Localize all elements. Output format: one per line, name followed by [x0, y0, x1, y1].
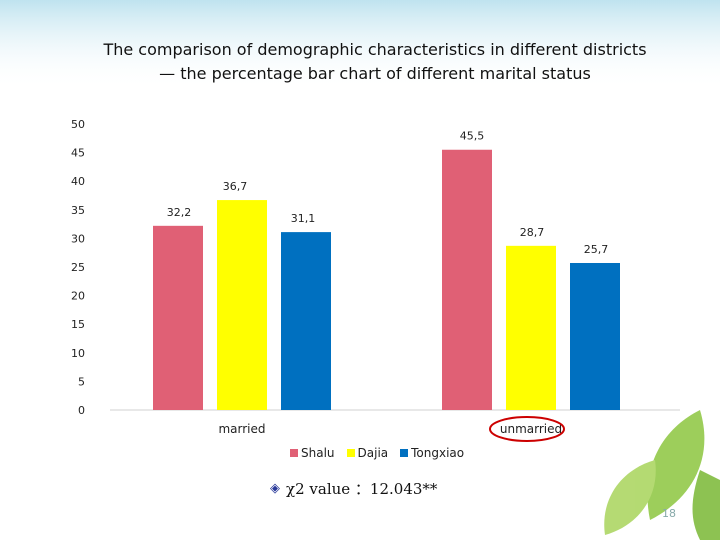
y-tick-label: 30 — [71, 232, 85, 245]
y-axis: 0 5 10 15 20 25 30 35 40 45 50 — [71, 118, 85, 417]
data-label: 25,7 — [584, 243, 609, 256]
bar-shalu-unmarried — [442, 149, 492, 411]
highlight-circle — [489, 416, 565, 442]
legend-label-dajia: Dajia — [357, 446, 389, 460]
legend-label-tongxiao: Tongxiao — [411, 446, 465, 460]
y-tick-label: 50 — [71, 118, 85, 131]
data-labels: 32,2 36,7 31,1 45,5 28,7 25,7 — [167, 130, 609, 256]
data-label: 36,7 — [223, 180, 248, 193]
legend-item-dajia: Dajia — [346, 446, 389, 460]
bars — [153, 149, 620, 411]
bar-tongxiao-married — [281, 232, 331, 410]
legend-label-shalu: Shalu — [301, 446, 335, 460]
page-number: 18 — [662, 507, 676, 520]
y-tick-label: 5 — [78, 375, 85, 388]
data-label: 45,5 — [460, 130, 485, 143]
data-label: 32,2 — [167, 206, 192, 219]
stat-note: ◈ χ2 value ：12.043** — [270, 478, 437, 499]
x-category-label: unmarried — [500, 422, 562, 436]
y-tick-label: 40 — [71, 175, 85, 188]
legend-item-shalu: Shalu — [290, 446, 335, 460]
chart-title: The comparison of demographic characteri… — [103, 40, 647, 83]
legend: Shalu Dajia Tongxiao — [290, 446, 464, 460]
bar-shalu-married — [153, 225, 203, 410]
chi-square-value: χ2 value ：12.043** — [286, 480, 438, 498]
leaf-icon — [604, 410, 720, 540]
data-label: 28,7 — [520, 226, 545, 239]
bar-dajia-married — [217, 200, 267, 410]
y-tick-label: 25 — [71, 261, 85, 274]
y-tick-label: 10 — [71, 347, 85, 360]
legend-swatch-dajia — [346, 449, 355, 457]
bar-tongxiao-unmarried — [570, 262, 620, 410]
y-tick-label: 15 — [71, 318, 85, 331]
legend-swatch-tongxiao — [400, 449, 409, 457]
y-tick-label: 0 — [78, 404, 85, 417]
diamond-bullet-icon: ◈ — [270, 481, 280, 496]
y-tick-label: 35 — [71, 204, 85, 217]
legend-swatch-shalu — [290, 449, 298, 457]
y-tick-label: 20 — [71, 290, 85, 303]
bar-dajia-unmarried — [506, 245, 556, 410]
y-tick-label: 45 — [71, 147, 85, 160]
category-labels: married unmarried — [218, 416, 565, 442]
data-label: 31,1 — [291, 212, 316, 225]
legend-item-tongxiao: Tongxiao — [400, 446, 464, 460]
x-category-label: married — [218, 422, 265, 436]
